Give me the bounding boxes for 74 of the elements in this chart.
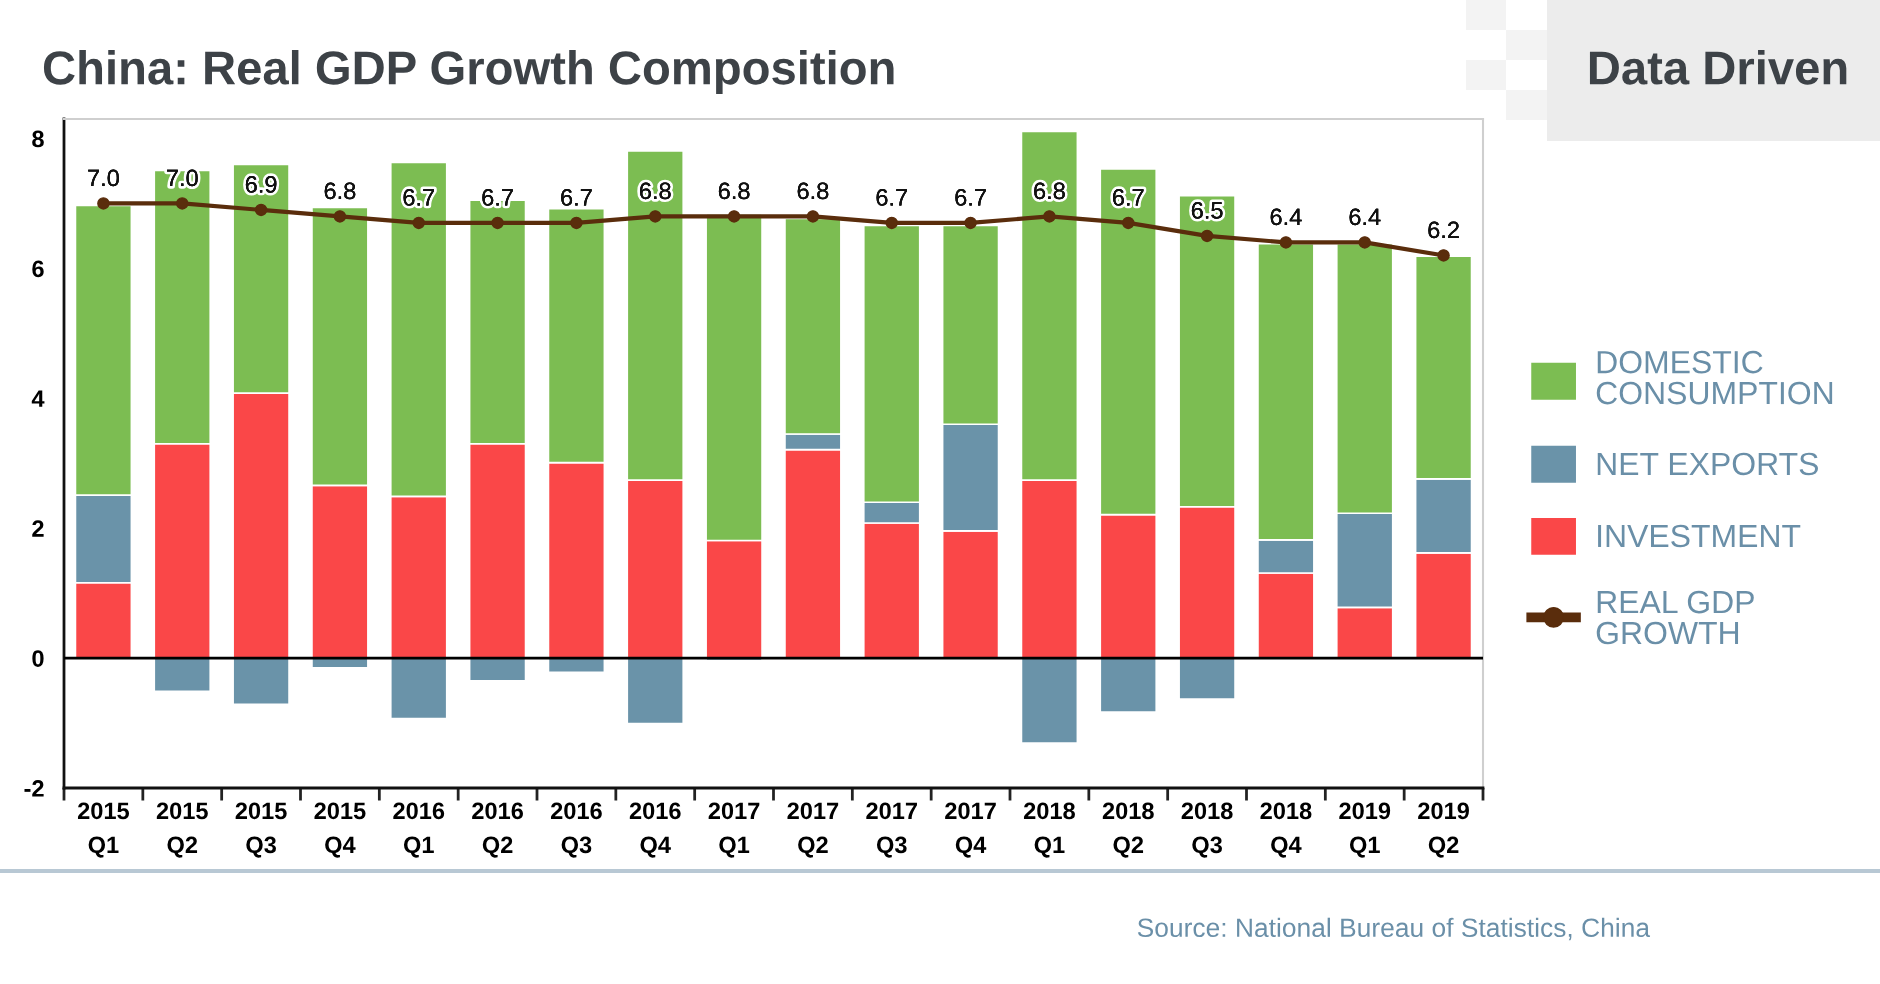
data-label: 7.0 (88, 169, 119, 187)
point (491, 216, 504, 230)
x-tick-label: 2015 Q1 (77, 802, 130, 858)
x-tick-label: 2016 Q1 (393, 802, 445, 858)
data-label: 6.7 (876, 189, 907, 206)
bar (1020, 657, 1079, 745)
x-tick-label: 2019 Q2 (1418, 802, 1469, 858)
data-label: 6.7 (561, 189, 592, 206)
x-tick-label: 2017 Q4 (945, 802, 996, 858)
data-label: 6.8 (640, 182, 671, 200)
point (1279, 236, 1293, 249)
data-label: 7.0 (167, 169, 198, 187)
text: Data Driven (1589, 49, 1847, 85)
chart-title: China: Real GDP Growth Composition (43, 49, 894, 95)
point (1043, 210, 1056, 223)
data-label: 6.4 (1349, 208, 1381, 226)
legend-label: INVESTMENT (1598, 524, 1801, 548)
x-tick-label: 2019 Q1 (1339, 802, 1391, 858)
data-label: 6.8 (718, 182, 750, 200)
bar (232, 657, 290, 706)
bar (1178, 657, 1236, 700)
x-tick-label: 2018 Q1 (1023, 802, 1075, 858)
point (648, 210, 662, 223)
legend-label: DOMESTIC CONSUMPTION (1596, 350, 1833, 405)
bar (468, 657, 527, 682)
x-tick-label: 2015 Q3 (235, 802, 287, 858)
point (1200, 229, 1214, 243)
x-tick-label: 2018 Q2 (1102, 802, 1154, 858)
point (1121, 216, 1135, 230)
point (885, 216, 899, 230)
data-label: 6.8 (797, 182, 829, 200)
y-tick-label: 8 (32, 130, 44, 148)
point (806, 210, 820, 223)
x-tick-label: 2017 Q2 (787, 802, 839, 858)
data-label: 6.7 (955, 189, 986, 206)
x-tick-label: 2018 Q3 (1181, 802, 1233, 858)
x-tick-label: 2017 Q3 (866, 802, 917, 858)
data-label: 6.8 (324, 182, 356, 200)
point (333, 210, 347, 223)
y-tick-label: 4 (31, 390, 45, 407)
point (175, 197, 189, 210)
data-label: 6.9 (245, 176, 277, 193)
point (1358, 236, 1372, 249)
point (1437, 249, 1450, 262)
data-label: 6.2 (1428, 221, 1459, 239)
x-tick-label: 2017 Q1 (708, 802, 760, 858)
x-tick-label: 2015 Q4 (314, 802, 366, 858)
y-tick-label: 6 (32, 260, 44, 278)
data-label: 6.7 (1113, 189, 1144, 206)
x-tick-label: 2016 Q2 (472, 802, 523, 858)
bar (389, 657, 448, 720)
point (254, 203, 268, 217)
source-note: Source: National Bureau of Statistics, China (1137, 917, 1651, 941)
bar (153, 657, 212, 693)
point (570, 216, 583, 230)
bar (626, 657, 685, 725)
data-label: 6.7 (403, 189, 434, 206)
y-tick-label: 2 (32, 520, 44, 537)
x-tick-label: 2015 Q2 (156, 802, 208, 858)
point (97, 197, 110, 210)
x-tick-label: 2016 Q3 (550, 802, 602, 858)
y-tick-label: 0 (32, 650, 44, 667)
x-tick-label: 2018 Q4 (1260, 802, 1312, 858)
legend-label: NET EXPORTS (1597, 452, 1818, 476)
point (727, 210, 741, 223)
bar (1099, 657, 1158, 713)
y-tick-label: -2 (24, 780, 44, 797)
legend-label: REAL GDP GROWTH (1596, 590, 1754, 645)
data-label: 6.8 (1034, 182, 1065, 200)
x-tick-label: 2016 Q4 (629, 802, 681, 858)
data-label: 6.5 (1191, 202, 1223, 219)
point (412, 216, 426, 230)
data-label: 6.4 (1270, 208, 1302, 226)
point (964, 216, 977, 230)
